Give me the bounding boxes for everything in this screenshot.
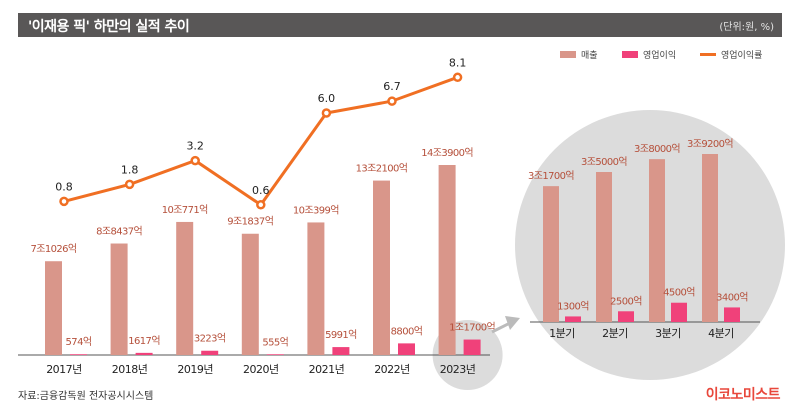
quarterly-profit-bar <box>618 311 634 322</box>
profit-bar <box>266 354 284 355</box>
revenue-label: 14조3900억 <box>421 147 473 159</box>
legend-swatch-profit <box>622 51 638 58</box>
quarterly-profit-label: 1300억 <box>557 300 589 312</box>
revenue-label: 13조2100억 <box>356 163 408 175</box>
quarterly-revenue-bar <box>596 172 612 322</box>
zoom-arrow-head <box>505 316 520 330</box>
quarterly-revenue-bar <box>702 154 718 322</box>
revenue-bar <box>176 221 194 355</box>
title-bar: '이재용 픽' 하만의 실적 추이 (단위:원, %) <box>18 13 782 37</box>
profit-label: 1617억 <box>128 335 160 347</box>
quarterly-revenue-label: 3조5000억 <box>581 156 627 168</box>
legend-label-profit: 영업이익 <box>643 51 677 61</box>
margin-label: 1.8 <box>121 163 139 176</box>
revenue-bar <box>45 261 62 355</box>
margin-point <box>256 200 266 210</box>
quarterly-tick-label: 1분기 <box>549 327 575 340</box>
revenue-bar <box>307 222 325 355</box>
revenue-bar <box>241 233 259 355</box>
quarterly-tick-label: 3분기 <box>655 327 681 340</box>
profit-bar <box>201 350 219 355</box>
profit-bar <box>70 354 87 355</box>
margin-label: 6.0 <box>318 92 336 105</box>
legend-item-revenue: 매출 <box>560 48 598 61</box>
revenue-label: 7조1026억 <box>30 243 76 255</box>
revenue-label: 10조771억 <box>162 204 208 216</box>
x-tick-label: 2022년 <box>374 363 410 376</box>
quarterly-profit-label: 2500억 <box>610 295 642 307</box>
quarterly-revenue-label: 3조9200억 <box>687 138 733 150</box>
quarterly-profit-label: 3400억 <box>716 291 748 303</box>
margin-label: 0.8 <box>55 180 73 193</box>
revenue-label: 9조1837억 <box>227 216 273 228</box>
quarterly-profit-bar <box>724 307 740 322</box>
profit-label: 555억 <box>262 336 288 348</box>
quarterly-profit-bar <box>565 316 581 322</box>
legend-line-margin <box>700 53 716 56</box>
margin-label: 0.6 <box>252 184 270 197</box>
profit-label: 574억 <box>66 336 92 348</box>
legend-item-profit: 영업이익 <box>622 48 676 61</box>
quarterly-revenue-label: 3조1700억 <box>528 170 574 182</box>
quarterly-revenue-bar <box>649 159 665 322</box>
legend-label-margin: 영업이익률 <box>721 51 763 61</box>
margin-point <box>59 196 69 207</box>
quarterly-tick-label: 2분기 <box>602 327 628 340</box>
margin-label: 3.2 <box>186 140 204 153</box>
margin-point <box>190 155 200 166</box>
quarterly-revenue-label: 3조8000억 <box>634 143 680 155</box>
source-note: 자료:금융감독원 전자공시시스템 <box>18 391 154 402</box>
chart-title: '이재용 픽' 하만의 실적 추이 <box>28 19 190 35</box>
margin-point <box>124 179 135 190</box>
margin-label: 6.7 <box>383 80 401 93</box>
x-tick-label: 2018년 <box>112 363 148 376</box>
profit-label: 5991억 <box>325 329 357 341</box>
profit-bar <box>398 343 415 355</box>
profit-label: 8800억 <box>391 325 423 337</box>
margin-label: 8.1 <box>449 56 467 69</box>
x-tick-label: 2023년 <box>440 363 476 376</box>
x-tick-label: 2017년 <box>46 363 82 376</box>
profit-bar <box>332 347 350 355</box>
profit-bar <box>135 352 153 355</box>
revenue-bar <box>373 180 390 355</box>
profit-label: 1조1700억 <box>449 322 495 334</box>
quarterly-profit-bar <box>671 302 687 322</box>
revenue-label: 8조8437억 <box>96 226 142 238</box>
profit-label: 3223억 <box>194 333 226 345</box>
revenue-bar <box>110 243 128 355</box>
x-tick-label: 2019년 <box>177 363 213 376</box>
quarterly-tick-label: 4분기 <box>708 327 734 340</box>
x-tick-label: 2021년 <box>309 363 345 376</box>
profit-bar <box>463 339 481 355</box>
revenue-bar <box>438 165 456 355</box>
revenue-label: 10조399억 <box>293 204 339 216</box>
quarterly-revenue-bar <box>543 186 559 322</box>
legend-item-margin: 영업이익률 <box>700 48 762 61</box>
legend-swatch-revenue <box>560 51 576 58</box>
margin-point <box>452 72 463 83</box>
margin-point <box>321 108 332 118</box>
legend-label-revenue: 매출 <box>581 51 598 61</box>
margin-point <box>387 96 397 106</box>
x-tick-label: 2020년 <box>243 363 279 376</box>
legend: 매출 영업이익 영업이익률 <box>560 48 800 64</box>
zoom-arrow-shaft <box>491 321 511 334</box>
publisher-logo: 이코노미스트 <box>705 387 781 403</box>
unit-label: (단위:원, %) <box>719 22 774 33</box>
quarterly-profit-label: 4500억 <box>663 287 695 299</box>
